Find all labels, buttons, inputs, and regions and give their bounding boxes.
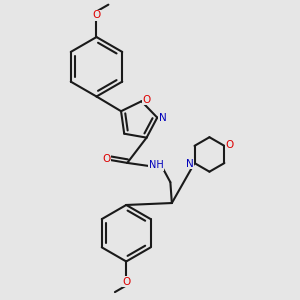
- Text: O: O: [226, 140, 234, 150]
- Text: N: N: [159, 113, 167, 123]
- Text: O: O: [102, 154, 111, 164]
- Text: NH: NH: [149, 160, 164, 170]
- Text: O: O: [92, 11, 101, 20]
- Text: N: N: [186, 159, 194, 169]
- Text: O: O: [143, 95, 151, 105]
- Text: O: O: [122, 277, 130, 287]
